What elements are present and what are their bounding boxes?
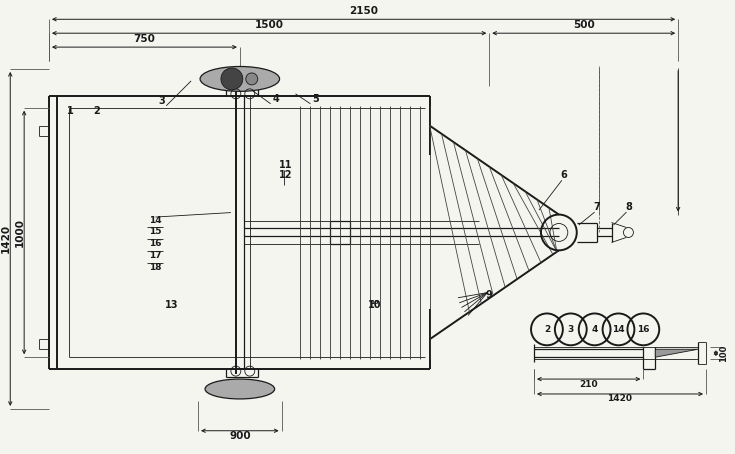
Text: 2150: 2150 [349,6,378,16]
Text: 17: 17 [149,252,162,260]
Text: 900: 900 [229,431,251,441]
Text: 18: 18 [149,263,162,272]
Text: 1420: 1420 [608,395,633,404]
Text: 2: 2 [544,325,550,334]
Polygon shape [656,349,698,357]
Text: 1: 1 [66,106,74,116]
Text: 14: 14 [612,325,625,334]
Text: 8: 8 [625,202,632,212]
Text: 7: 7 [593,202,600,212]
Text: ¹⁰: ¹⁰ [370,300,379,310]
Text: 12: 12 [279,170,293,180]
Text: 10: 10 [368,300,381,310]
Circle shape [245,73,258,85]
Text: 2: 2 [93,106,100,116]
Text: 100: 100 [720,345,728,362]
Text: 1420: 1420 [1,224,11,253]
Ellipse shape [205,379,275,399]
Text: 5: 5 [312,94,319,104]
Text: 1000: 1000 [15,218,25,247]
Text: 4: 4 [592,325,598,334]
Text: 1500: 1500 [254,20,284,30]
Text: 750: 750 [134,34,155,44]
Text: 9: 9 [486,290,492,300]
Text: 4: 4 [272,94,279,104]
Ellipse shape [200,66,279,91]
Text: 16: 16 [149,239,162,248]
Text: 500: 500 [573,20,595,30]
Text: 3: 3 [158,96,165,106]
Circle shape [221,68,243,90]
Text: 3: 3 [567,325,574,334]
Text: 11: 11 [279,160,293,170]
Text: 210: 210 [579,380,598,389]
Text: 6: 6 [561,170,567,180]
Text: 15: 15 [149,227,162,237]
Text: 13: 13 [165,300,178,310]
Text: 14: 14 [149,216,162,225]
Text: 16: 16 [637,325,650,334]
